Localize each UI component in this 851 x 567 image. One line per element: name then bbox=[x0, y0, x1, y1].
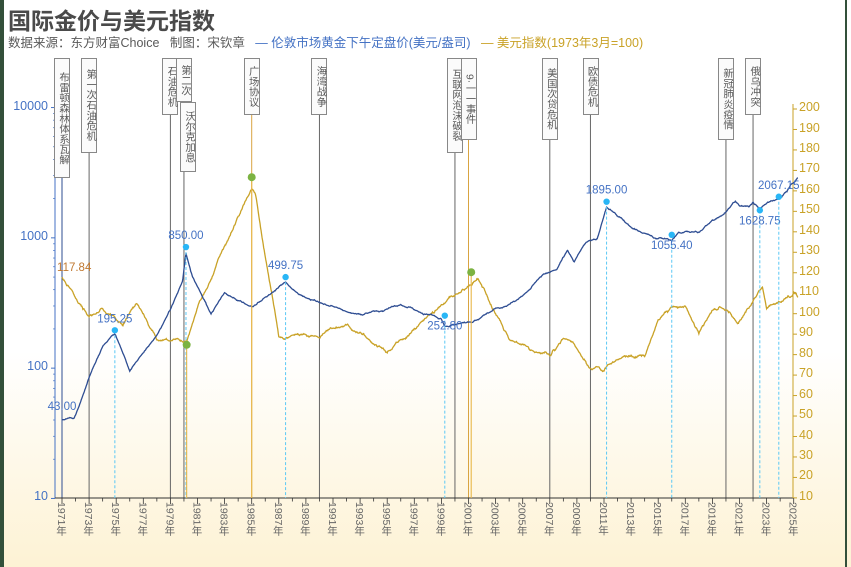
svg-text:2067.15: 2067.15 bbox=[758, 180, 800, 192]
svg-text:1895.00: 1895.00 bbox=[586, 185, 628, 197]
svg-text:499.75: 499.75 bbox=[268, 260, 303, 272]
svg-text:850.00: 850.00 bbox=[168, 230, 203, 242]
svg-text:43.00: 43.00 bbox=[48, 401, 77, 413]
svg-text:1055.40: 1055.40 bbox=[651, 240, 693, 252]
svg-text:252.80: 252.80 bbox=[427, 321, 462, 333]
svg-text:117.84: 117.84 bbox=[57, 262, 92, 274]
svg-text:1628.75: 1628.75 bbox=[739, 215, 781, 227]
svg-text:195.25: 195.25 bbox=[97, 313, 132, 325]
